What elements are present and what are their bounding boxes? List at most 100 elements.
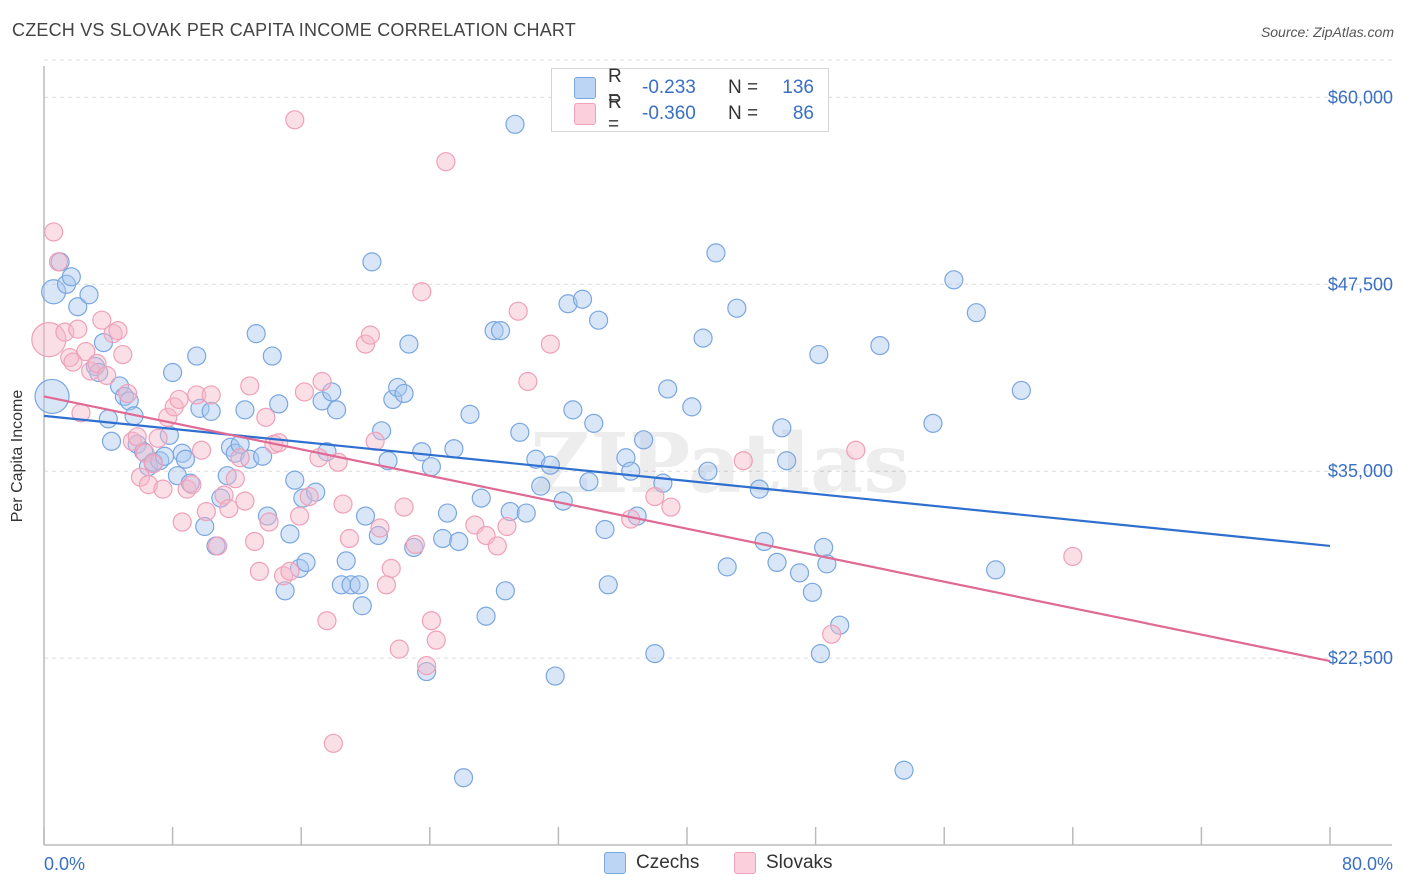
czechs-point [109,376,130,396]
slovaks-point [381,558,401,578]
slovaks-point [48,252,69,272]
slovaks-point [225,469,245,489]
r-label: R = [608,66,622,109]
czechs-point [175,449,196,469]
czechs-point [349,575,369,595]
czechs-point [352,596,372,616]
czechs-point [262,346,282,366]
czechs-point [201,401,221,421]
series-legend: Czechs Slovaks [0,852,1406,876]
czechs-point [195,516,215,537]
y-tick-label: $60,000 [1328,87,1393,107]
n-value: 136 [782,77,814,98]
czechs-point [802,582,822,602]
czechs-point [484,321,504,341]
czechs-point [421,457,442,477]
slovaks-point [299,487,319,507]
czechs-point [572,289,593,309]
slovaks-point [240,376,260,396]
czechs-point [923,413,943,433]
y-tick-label: $47,500 [1328,274,1393,294]
slovaks-point [497,516,517,537]
czechs-point [449,531,469,552]
slovaks-point [191,440,212,460]
y-tick-label: $22,500 [1328,648,1393,668]
slovaks-point [645,487,665,507]
czechs-point [172,443,192,463]
chart-title: CZECH VS SLOVAK PER CAPITA INCOME CORREL… [12,20,576,40]
slovaks-point [81,361,101,381]
slovaks-point [201,385,221,405]
czechs-point [341,575,361,595]
czechs-legend-swatch [604,852,626,874]
czechs-point [119,391,139,411]
czechs-point [633,430,654,450]
slovaks-point [540,334,560,354]
slovaks-point [63,352,83,372]
slovaks-point [169,389,189,410]
slovaks-point [113,344,133,365]
slovaks-legend-swatch [734,852,756,874]
czechs-point [693,328,713,348]
czechs-point [579,472,599,492]
czechs-point [777,451,797,471]
czechs-point [471,488,491,508]
czechs-point [371,421,392,441]
slovaks-point [130,467,151,487]
czechs-point [531,476,551,496]
czechs-point [526,449,546,469]
czechs-point [476,606,496,626]
czechs-point [894,760,914,780]
slovaks-point [187,385,207,405]
czechs-point [404,537,424,558]
slovaks-point [389,639,409,659]
czechs-point [645,644,665,664]
slovaks-point [1063,546,1083,567]
czechs-point [412,442,432,462]
slovaks-point [138,475,159,495]
czechs-point [246,324,266,344]
czechs-point [727,298,747,318]
czechs-point [682,397,702,417]
czechs-point [163,362,183,383]
czechs-point [34,378,70,415]
czechs-point [809,344,829,365]
czechs-point [706,243,726,263]
czechs-point [584,413,604,433]
czechs-point [545,666,565,686]
slovaks-point [92,310,112,330]
czechs-point [870,335,890,356]
legend-item-czechs[interactable]: Czechs [604,852,699,874]
slovaks-point [127,427,147,447]
legend-item-slovaks[interactable]: Slovaks [734,852,833,874]
slovaks-point [256,407,276,427]
slovaks-point [259,512,279,532]
slovaks-point [230,448,250,468]
czechs-point [187,346,207,366]
czechs-point [296,552,316,573]
slovaks-point [508,301,528,321]
slovaks-point [661,497,681,517]
czechs-point [399,334,419,354]
czechs-point [767,552,787,573]
slovaks-legend-label: Slovaks [766,852,833,873]
czechs-point [754,531,774,552]
slovaks-point [376,575,396,595]
slovaks-point [370,518,390,538]
slovaks-swatch [574,103,596,125]
slovaks-point [822,624,842,644]
czechs-point [322,382,342,402]
czechs-point [285,470,305,490]
slovaks-point [365,431,385,451]
czechs-swatch [574,77,596,99]
slovaks-point [196,501,216,522]
czechs-trend-line [43,414,1331,548]
czechs-point [558,294,578,314]
czechs-point [326,400,347,420]
slovaks-point [76,341,96,362]
slovaks-point [143,454,163,474]
slovaks-point [405,534,425,555]
czechs-point [61,267,81,287]
slovaks-point [68,319,88,339]
czechs-point [966,303,986,323]
